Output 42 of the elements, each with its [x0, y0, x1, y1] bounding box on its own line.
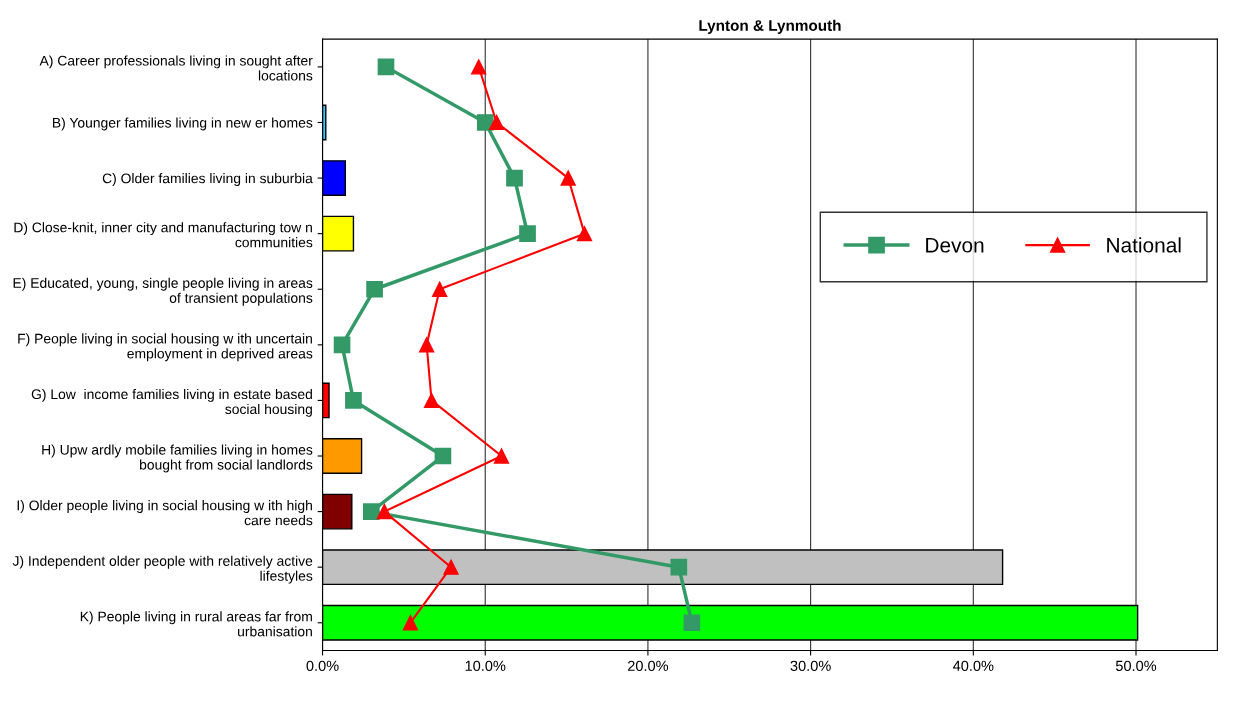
y-tick-label: K) People living in rural areas far from urbanisation	[80, 611, 312, 637]
legend-label: Devon	[926, 238, 984, 253]
point	[493, 448, 510, 464]
y-tick-label: D) Close-knit, inner city and manufacturing tow n communities	[14, 222, 313, 248]
point	[432, 281, 448, 297]
x-tick-label: 10.0%	[465, 660, 506, 671]
point	[423, 392, 440, 409]
point	[443, 559, 459, 575]
point	[476, 114, 494, 131]
chart-title: Lynton & Lynmouth	[699, 19, 841, 34]
point	[519, 225, 536, 242]
point	[683, 614, 701, 632]
y-tick-label: C) Older families living in suburbia	[102, 173, 313, 186]
point	[576, 226, 593, 242]
point	[402, 615, 419, 631]
x-tick-label: 0.0%	[306, 660, 339, 671]
x-tick-label: 30.0%	[790, 660, 831, 671]
legend-label: National	[1107, 237, 1181, 253]
x-tick-label: 20.0%	[627, 660, 669, 671]
y-tick-label: B) Younger families living in new er homes	[53, 117, 313, 131]
y-tick-label: J) Independent older people with relatively active lifestyles	[12, 555, 313, 584]
y-tick-label: H) Upw ardly mobile families living in homes bought from social landlords	[42, 444, 313, 473]
point	[377, 58, 395, 76]
y-tick-label: F) People living in social housing w ith uncertain employment in deprived areas	[18, 333, 313, 362]
point	[670, 558, 688, 576]
point	[506, 169, 523, 187]
point	[345, 392, 362, 409]
y-tick-label: G) Low income families living in estate based social housing	[31, 388, 312, 417]
point	[366, 280, 383, 298]
y-tick-label: E) Educated, young, single people living in areas of transient populations	[13, 277, 313, 306]
point	[333, 336, 351, 354]
point	[363, 503, 380, 520]
point	[560, 170, 576, 186]
point	[376, 503, 392, 520]
y-tick-label: I) Older people living in social housing w ith high care needs	[17, 500, 313, 526]
point	[434, 447, 452, 465]
point	[471, 59, 487, 75]
x-tick-label: 50.0%	[1115, 660, 1157, 671]
y-tick-label: A) Career professionals living in sought after locations	[39, 55, 313, 81]
point	[419, 337, 435, 353]
point	[488, 114, 505, 131]
x-tick-label: 40.0%	[952, 660, 994, 671]
